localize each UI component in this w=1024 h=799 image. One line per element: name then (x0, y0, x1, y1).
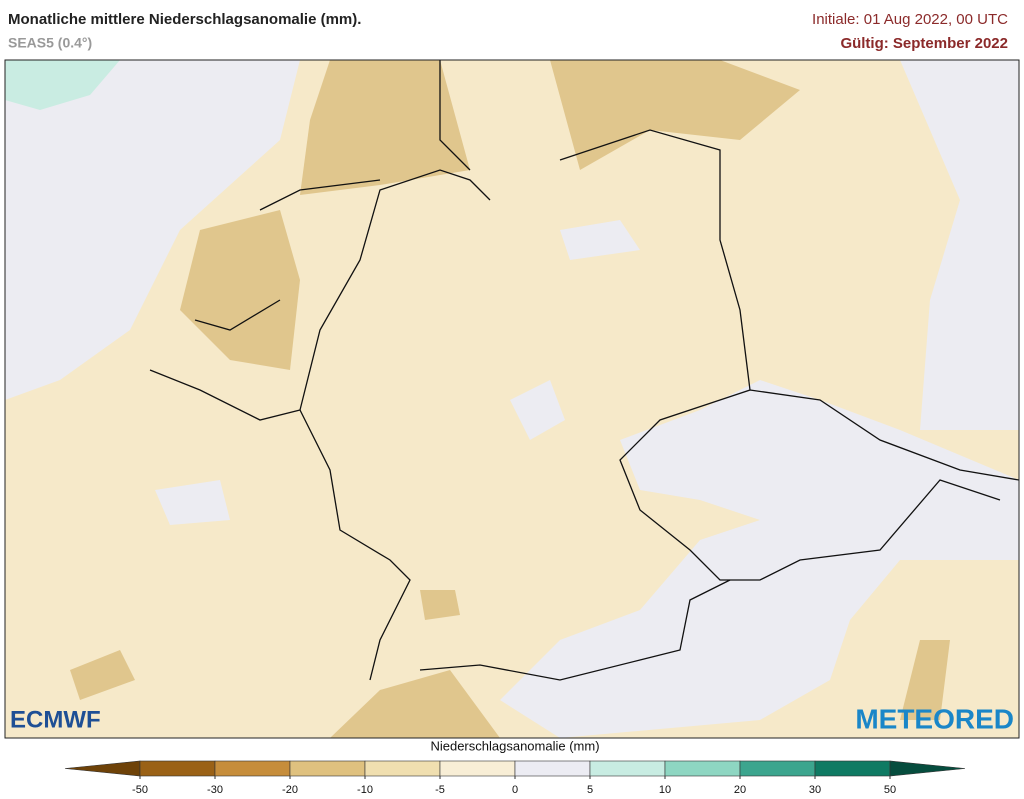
dry-region (420, 590, 460, 620)
map: ECMWF METEORED (4, 59, 1020, 739)
init-time: Initiale: 01 Aug 2022, 00 UTC (812, 11, 1008, 28)
border-line (149, 369, 411, 681)
colorbar-extend-low (64, 760, 141, 777)
dry-region (70, 650, 135, 700)
white-region (900, 60, 1019, 430)
colorbar-segment (214, 760, 291, 777)
colorbar-segment (589, 760, 666, 777)
colorbar-segment (814, 760, 891, 777)
model-label: SEAS5 (0.4°) (8, 35, 92, 51)
white-region (155, 480, 230, 525)
colorbar-tick-label: 20 (734, 784, 746, 796)
colorbar-tick-label: -30 (207, 784, 223, 796)
colorbar-segment (514, 760, 591, 777)
colorbar-tick-label: 30 (809, 784, 821, 796)
colorbar-segment (739, 760, 816, 777)
border-line (439, 60, 1001, 581)
map-title: Monatliche mittlere Niederschlagsanomali… (8, 11, 361, 28)
border-line (419, 389, 1019, 681)
colorbar-segment (664, 760, 741, 777)
dry-region (300, 60, 470, 195)
map-frame (4, 59, 1020, 739)
ecmwf-logo: ECMWF (10, 706, 101, 733)
white-region (500, 380, 1019, 738)
white-region (560, 220, 640, 260)
green-region (5, 60, 120, 110)
colorbar-extend-high (889, 760, 966, 777)
colorbar-tick-label: -10 (357, 784, 373, 796)
colorbar-tick-label: 50 (884, 784, 896, 796)
white-region (5, 60, 300, 400)
coast-line (194, 179, 381, 331)
colorbar-segment (364, 760, 441, 777)
border-line (299, 169, 491, 411)
legend-title: Niederschlagsanomalie (mm) (430, 738, 599, 753)
valid-time: Gültig: September 2022 (840, 35, 1008, 52)
colorbar-segment (289, 760, 366, 777)
colorbar-segment (139, 760, 216, 777)
colorbar-tick-label: -20 (282, 784, 298, 796)
colorbar: -50 -30 -20 -10 -5 0 5 10 20 30 50 (64, 760, 966, 796)
colorbar-tick-label: 10 (659, 784, 671, 796)
meteored-logo: METEORED (855, 703, 1014, 734)
dry-region (900, 640, 950, 720)
white-region (510, 380, 565, 440)
colorbar-tick-label: -50 (132, 784, 148, 796)
colorbar-tick-label: -5 (435, 784, 445, 796)
dry-region (180, 210, 300, 370)
colorbar-segment (439, 760, 516, 777)
dry-region (330, 670, 500, 738)
colorbar-tick-label: 5 (587, 784, 593, 796)
colorbar-tick-label: 0 (512, 784, 518, 796)
